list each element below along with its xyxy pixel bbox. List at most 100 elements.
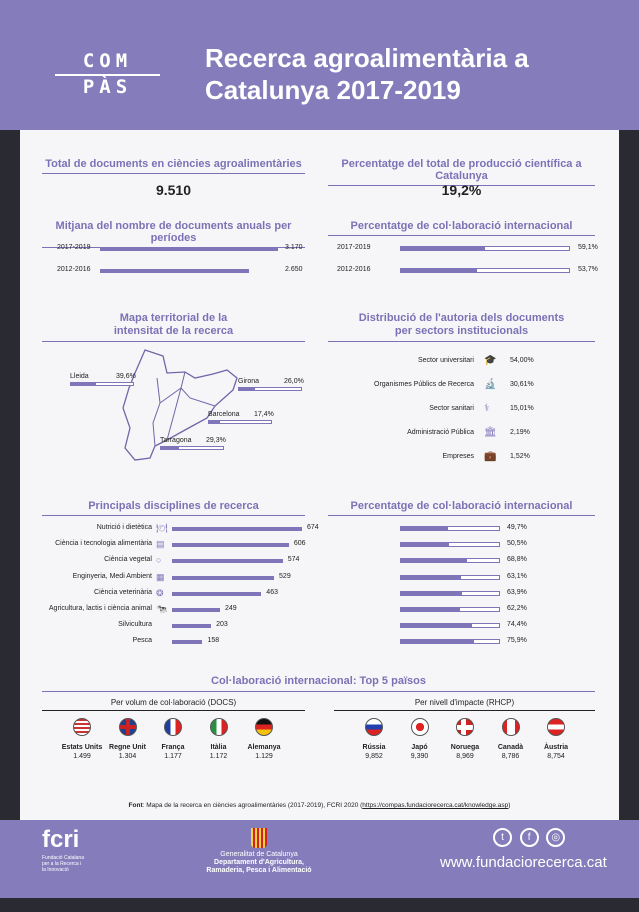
- logo-text-top: COM: [55, 50, 160, 76]
- flag-jp-icon: [410, 718, 429, 736]
- country-name: Canadà: [497, 744, 524, 751]
- province-bar: [238, 387, 302, 391]
- disc-intl-bar-fill: [401, 640, 474, 644]
- graduation-cap-icon: 🎓: [484, 355, 497, 366]
- website-link[interactable]: www.fundaciorecerca.cat: [440, 854, 607, 871]
- total-docs-title: Total de documents en ciències agroalime…: [42, 158, 305, 174]
- annual-value: 3.170: [285, 244, 303, 251]
- disc-intl-bar-fill: [401, 624, 473, 628]
- disc-intl-bar: [400, 590, 500, 596]
- sector-value: 15,01%: [510, 405, 534, 412]
- country-name: Japó: [411, 744, 428, 751]
- province-value: 26,0%: [284, 378, 304, 385]
- sector-name: Sector universitari: [417, 357, 474, 364]
- flag-fr-icon: [164, 718, 182, 736]
- instagram-icon[interactable]: ◎: [546, 828, 566, 847]
- sectors-title-1: Distribució de l'autoria dels documents: [358, 312, 565, 324]
- province-bar-fill: [239, 388, 256, 390]
- disc-intl-value: 63,1%: [507, 572, 527, 580]
- engineering-icon: ▦: [156, 571, 165, 582]
- discipline-name: Pesca: [132, 637, 152, 645]
- briefcase-icon: 💼: [484, 451, 497, 462]
- discipline-bar: [172, 543, 289, 548]
- country-value: 9,852: [365, 753, 383, 760]
- discipline-name: Ciència veterinària: [94, 588, 152, 596]
- disc-intl-value: 62,2%: [507, 605, 527, 612]
- generalitat-shield-icon: [251, 828, 267, 848]
- country-value: 1.129: [255, 753, 273, 760]
- province-name: Lleida: [70, 373, 89, 380]
- disc-intl-bar: [400, 574, 500, 580]
- disc-intl-bar: [400, 607, 500, 612]
- flag-de-icon: [255, 718, 273, 736]
- intl-bar: [400, 268, 570, 273]
- discipline-name: Silvicultura: [118, 621, 152, 629]
- disc-intl-bar-fill: [401, 575, 462, 579]
- content: [20, 130, 619, 820]
- sectors-title: Distribució de l'autoria dels documents p…: [328, 312, 595, 342]
- disc-intl-bar: [400, 558, 500, 564]
- plate-cutlery-icon: 🍽: [156, 523, 168, 533]
- generalitat-block: Generalitat de Catalunya Departament d'Ag…: [200, 851, 318, 875]
- disc-intl-value: 68,8%: [507, 556, 527, 564]
- disc-intl-value: 63,9%: [507, 588, 527, 596]
- province-bar: [70, 382, 134, 386]
- disc-intl-value: 74,4%: [507, 621, 527, 629]
- cow-icon: 🐄: [156, 604, 168, 614]
- country-value: 8,786: [501, 753, 520, 760]
- food-packaging-icon: ▤: [156, 539, 165, 550]
- compas-logo: COM PÀS: [55, 50, 160, 98]
- total-pct-value: 19,2%: [441, 182, 482, 198]
- flag-us-icon: [73, 718, 91, 736]
- map-title: Mapa territorial de la intensitat de la r…: [42, 312, 305, 342]
- discipline-value: 463: [266, 588, 278, 596]
- volume-title: Per volum de col·laboració (DOCS): [42, 698, 305, 711]
- intl-value: 59,1%: [578, 244, 598, 251]
- girona-border: [180, 371, 216, 407]
- sector-name: Sector sanitari: [429, 405, 474, 412]
- catalonia-map: [122, 349, 238, 461]
- country-value: 1.177: [164, 753, 182, 760]
- twitter-icon[interactable]: t: [493, 828, 512, 847]
- title-line-1: Recerca agroalimentària a: [205, 43, 529, 73]
- province-name: Girona: [238, 378, 260, 385]
- map-title-1: Mapa territorial de la: [119, 312, 228, 324]
- province-bar-fill: [161, 447, 180, 449]
- flag-it-icon: [209, 718, 228, 736]
- country-name: Alemanya: [247, 744, 281, 751]
- lleida-border: [152, 377, 161, 447]
- title-line-2: Catalunya 2017-2019: [205, 75, 461, 105]
- source-link[interactable]: https://compas.fundaciorecerca.cat/knowl…: [362, 802, 509, 809]
- country-value: 1.499: [73, 753, 91, 760]
- disc-intl-value: 50,5%: [507, 540, 527, 548]
- disc-intl-bar-fill: [401, 608, 461, 611]
- disc-intl-value: 75,9%: [507, 637, 527, 645]
- country-name: Àustria: [543, 744, 569, 751]
- province-bar-fill: [71, 383, 96, 385]
- flag-uk-icon: [118, 718, 137, 736]
- period-label: 2012-2016: [57, 266, 91, 273]
- country-value: 8,969: [456, 753, 474, 760]
- discipline-value: 606: [293, 540, 306, 548]
- country-name: França: [161, 744, 185, 751]
- discipline-value: 203: [216, 621, 228, 629]
- apple-icon: ○: [156, 555, 162, 566]
- disc-intl-bar: [400, 542, 500, 548]
- province-value: 17,4%: [254, 411, 274, 418]
- discipline-bar: [172, 575, 275, 580]
- barcelona-border: [159, 387, 182, 441]
- province-bar: [160, 446, 224, 450]
- province-bar-fill: [209, 421, 220, 423]
- discipline-bar: [172, 640, 203, 645]
- discipline-value: 574: [287, 556, 300, 564]
- total-docs-value: 9.510: [155, 182, 192, 198]
- province-bar: [208, 420, 272, 424]
- government-building-icon: 🏛: [484, 427, 497, 438]
- source-note: Font: Mapa de la recerca en ciències agr…: [0, 802, 639, 809]
- page-title: Recerca agroalimentària a Catalunya 2017-…: [205, 42, 605, 106]
- facebook-icon[interactable]: f: [519, 828, 539, 847]
- logo-text-bottom: PÀS: [82, 76, 133, 98]
- sector-value: 1,52%: [510, 453, 530, 460]
- disc-intl-bar: [400, 639, 500, 645]
- disc-intl-bar-fill: [401, 543, 450, 547]
